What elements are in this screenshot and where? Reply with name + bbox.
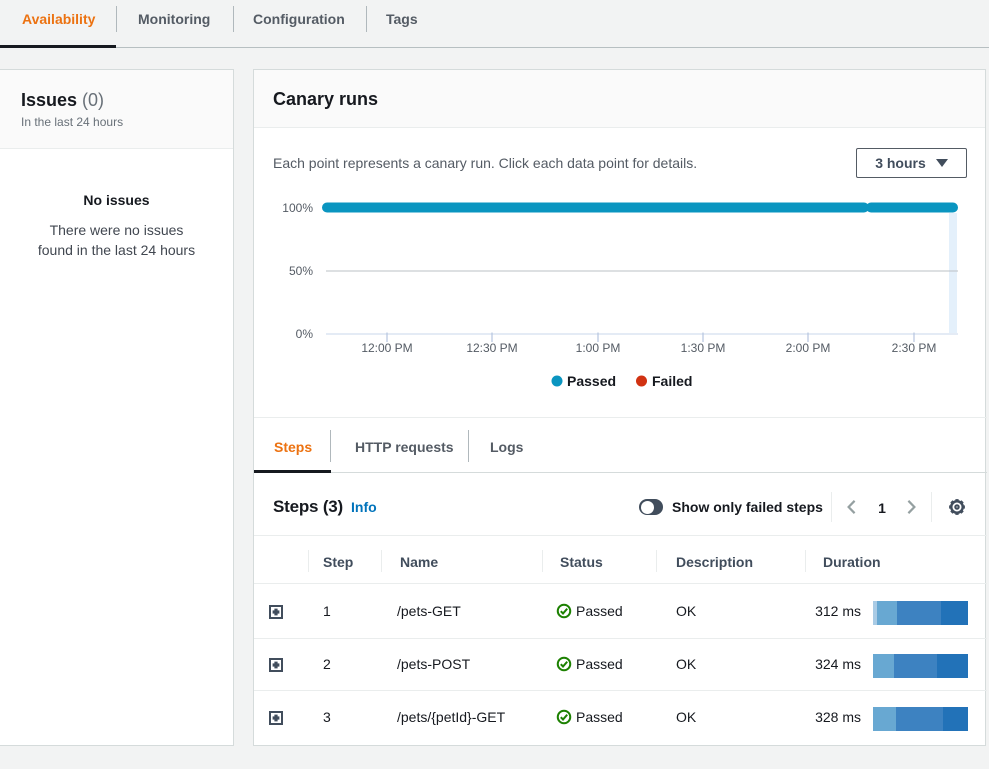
svg-text:100%: 100% [282,201,313,215]
svg-text:12:30 PM: 12:30 PM [466,341,517,355]
svg-text:2:30 PM: 2:30 PM [892,341,937,355]
svg-text:1:00 PM: 1:00 PM [576,341,621,355]
svg-text:0%: 0% [296,327,314,341]
svg-text:50%: 50% [289,264,313,278]
svg-text:12:00 PM: 12:00 PM [361,341,412,355]
svg-text:2:00 PM: 2:00 PM [786,341,831,355]
svg-text:1:30 PM: 1:30 PM [681,341,726,355]
svg-text:Failed: Failed [652,373,692,389]
svg-text:Passed: Passed [567,373,616,389]
